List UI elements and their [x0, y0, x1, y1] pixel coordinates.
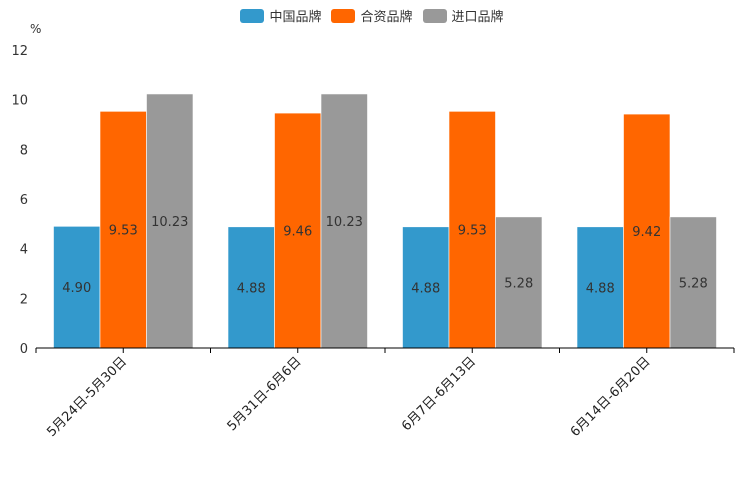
data-label: 4.88: [237, 281, 266, 296]
bar: [320, 93, 368, 349]
data-label: 10.23: [151, 215, 188, 230]
legend-swatch-domestic: [240, 8, 265, 23]
legend-item-domestic[interactable]: 中国品牌: [240, 6, 321, 25]
data-label: 9.53: [109, 224, 138, 239]
x-tick-label: 6月14日-6月20日: [568, 354, 654, 440]
bar: [146, 93, 194, 349]
legend-swatch-joint-venture: [331, 8, 356, 23]
data-label: 9.46: [283, 225, 312, 240]
data-label: 5.28: [504, 276, 533, 291]
data-label: 9.42: [632, 225, 661, 240]
y-tick-label: 10: [11, 94, 28, 109]
y-tick-label: 6: [20, 193, 28, 208]
legend-swatch-imported: [422, 8, 447, 23]
data-label: 4.88: [586, 281, 615, 296]
data-label: 10.23: [326, 215, 363, 230]
bar: [495, 216, 543, 349]
bar: [576, 226, 624, 349]
y-tick-label: 2: [20, 292, 28, 307]
legend-item-joint-venture[interactable]: 合资品牌: [331, 6, 413, 25]
legend: 中国品牌 合资品牌 进口品牌: [0, 6, 744, 25]
legend-item-imported[interactable]: 进口品牌: [422, 6, 504, 25]
data-label: 4.88: [411, 281, 440, 296]
y-tick-label: 8: [20, 143, 28, 158]
data-label: 4.90: [62, 281, 91, 296]
legend-label-domestic: 中国品牌: [269, 10, 322, 25]
bar: [274, 112, 322, 349]
data-label: 5.28: [679, 276, 708, 291]
x-tick-label: 5月31日-6月6日: [225, 354, 305, 434]
y-axis-unit: %: [30, 22, 42, 36]
bar: [227, 226, 275, 349]
bar: [669, 216, 717, 349]
bar: [99, 111, 147, 349]
x-tick-label: 5月24日-5月30日: [44, 354, 130, 440]
y-tick-label: 12: [11, 44, 28, 59]
x-tick-label: 6月7日-6月13日: [399, 354, 479, 434]
legend-label-joint-venture: 合资品牌: [360, 10, 413, 25]
y-tick-label: 0: [20, 342, 28, 357]
data-label: 9.53: [458, 224, 487, 239]
bar: [402, 226, 450, 349]
legend-label-imported: 进口品牌: [451, 10, 504, 25]
y-tick-label: 4: [20, 243, 28, 258]
